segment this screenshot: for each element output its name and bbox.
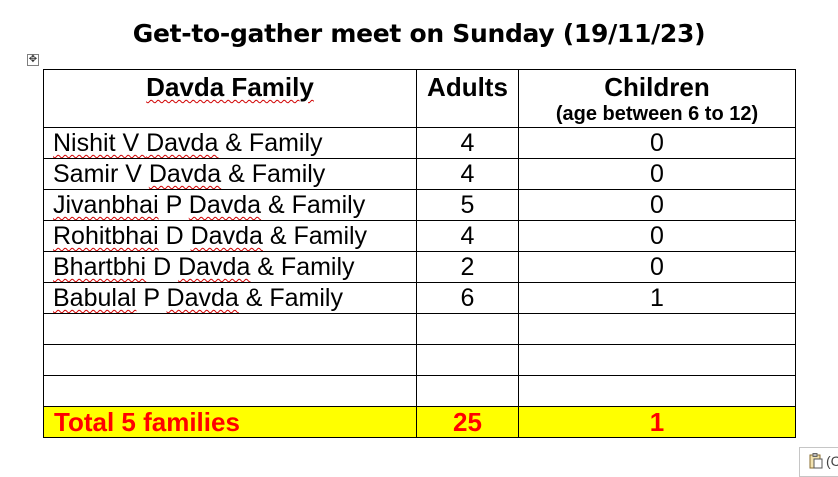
total-children[interactable]: 1: [518, 406, 796, 438]
header-children: Children (age between 6 to 12): [518, 69, 796, 128]
total-label[interactable]: Total 5 families: [43, 406, 417, 438]
empty-cell[interactable]: [518, 313, 796, 345]
empty-cell[interactable]: [416, 375, 519, 407]
empty-cell[interactable]: [43, 375, 417, 407]
middle-initial: D: [165, 222, 184, 250]
table-row: Bhartbhi D Davda & Family 2 0: [43, 251, 796, 283]
surname: Davda: [190, 222, 263, 250]
empty-cell[interactable]: [416, 344, 519, 376]
page-title: Get-to-gather meet on Sunday (19/11/23): [132, 19, 706, 48]
paste-options-label: (C: [826, 453, 838, 469]
adults-cell[interactable]: 4: [416, 127, 519, 159]
family-name-cell[interactable]: Jivanbhai P Davda & Family: [43, 189, 417, 221]
adults-cell[interactable]: 2: [416, 251, 519, 283]
children-cell[interactable]: 0: [518, 220, 796, 252]
table-move-handle-icon[interactable]: ✥: [27, 54, 39, 66]
family-name-cell[interactable]: Nishit V Davda & Family: [43, 127, 417, 159]
empty-row: [43, 375, 796, 407]
adults-cell[interactable]: 4: [416, 220, 519, 252]
surname: Davda: [166, 284, 239, 312]
name-suffix: & Family: [218, 129, 323, 157]
table-row: Samir V Davda & Family 4 0: [43, 158, 796, 190]
surname: Davda: [178, 253, 251, 281]
first-name: Nishit V: [53, 129, 147, 157]
adults-cell[interactable]: 4: [416, 158, 519, 190]
table-row: Nishit V Davda & Family 4 0: [43, 127, 796, 159]
middle-initial: P: [165, 191, 182, 219]
adults-cell[interactable]: 5: [416, 189, 519, 221]
family-name-cell[interactable]: Bhartbhi D Davda & Family: [43, 251, 417, 283]
first-name: Babulal: [53, 284, 137, 312]
children-cell[interactable]: 0: [518, 189, 796, 221]
header-adults-label: Adults: [427, 72, 508, 102]
header-children-note: (age between 6 to 12): [555, 103, 759, 125]
name-suffix: & Family: [221, 160, 326, 188]
children-cell[interactable]: 0: [518, 127, 796, 159]
header-family-label: Davda Family: [146, 72, 314, 102]
empty-cell[interactable]: [43, 344, 417, 376]
family-name-cell[interactable]: Babulal P Davda & Family: [43, 282, 417, 314]
empty-cell[interactable]: [518, 344, 796, 376]
children-cell[interactable]: 1: [518, 282, 796, 314]
surname: Davda: [146, 129, 219, 157]
name-suffix: & Family: [262, 222, 368, 250]
total-row: Total 5 families 25 1: [43, 406, 796, 438]
first-name: Rohitbhai: [53, 222, 159, 250]
family-table: Davda Family Adults Children (age betwee…: [43, 69, 796, 438]
first-name: Bhartbhi: [53, 253, 147, 281]
paste-options-button[interactable]: (C: [799, 447, 838, 477]
empty-row: [43, 313, 796, 345]
empty-cell[interactable]: [416, 313, 519, 345]
empty-row: [43, 344, 796, 376]
header-row: Davda Family Adults Children (age betwee…: [43, 69, 796, 128]
table-row: Jivanbhai P Davda & Family 5 0: [43, 189, 796, 221]
family-name-cell[interactable]: Samir V Davda & Family: [43, 158, 417, 190]
first-name: Samir V: [53, 160, 149, 188]
total-adults[interactable]: 25: [416, 406, 519, 438]
children-cell[interactable]: 0: [518, 158, 796, 190]
middle-initial: P: [143, 284, 160, 312]
middle-initial: D: [153, 253, 172, 281]
name-suffix: & Family: [261, 191, 366, 219]
surname: Davda: [188, 191, 262, 219]
name-suffix: & Family: [238, 284, 343, 312]
first-name: Jivanbhai: [53, 191, 159, 219]
children-cell[interactable]: 0: [518, 251, 796, 283]
surname: Davda: [148, 160, 222, 188]
table-row: Babulal P Davda & Family 6 1: [43, 282, 796, 314]
family-name-cell[interactable]: Rohitbhai D Davda & Family: [43, 220, 417, 252]
header-family: Davda Family: [43, 69, 417, 128]
header-adults: Adults: [416, 69, 519, 128]
empty-cell[interactable]: [518, 375, 796, 407]
header-children-label: Children: [604, 72, 710, 102]
empty-cell[interactable]: [43, 313, 417, 345]
name-suffix: & Family: [250, 253, 355, 281]
table-row: Rohitbhai D Davda & Family 4 0: [43, 220, 796, 252]
adults-cell[interactable]: 6: [416, 282, 519, 314]
clipboard-paste-icon: [809, 453, 823, 469]
